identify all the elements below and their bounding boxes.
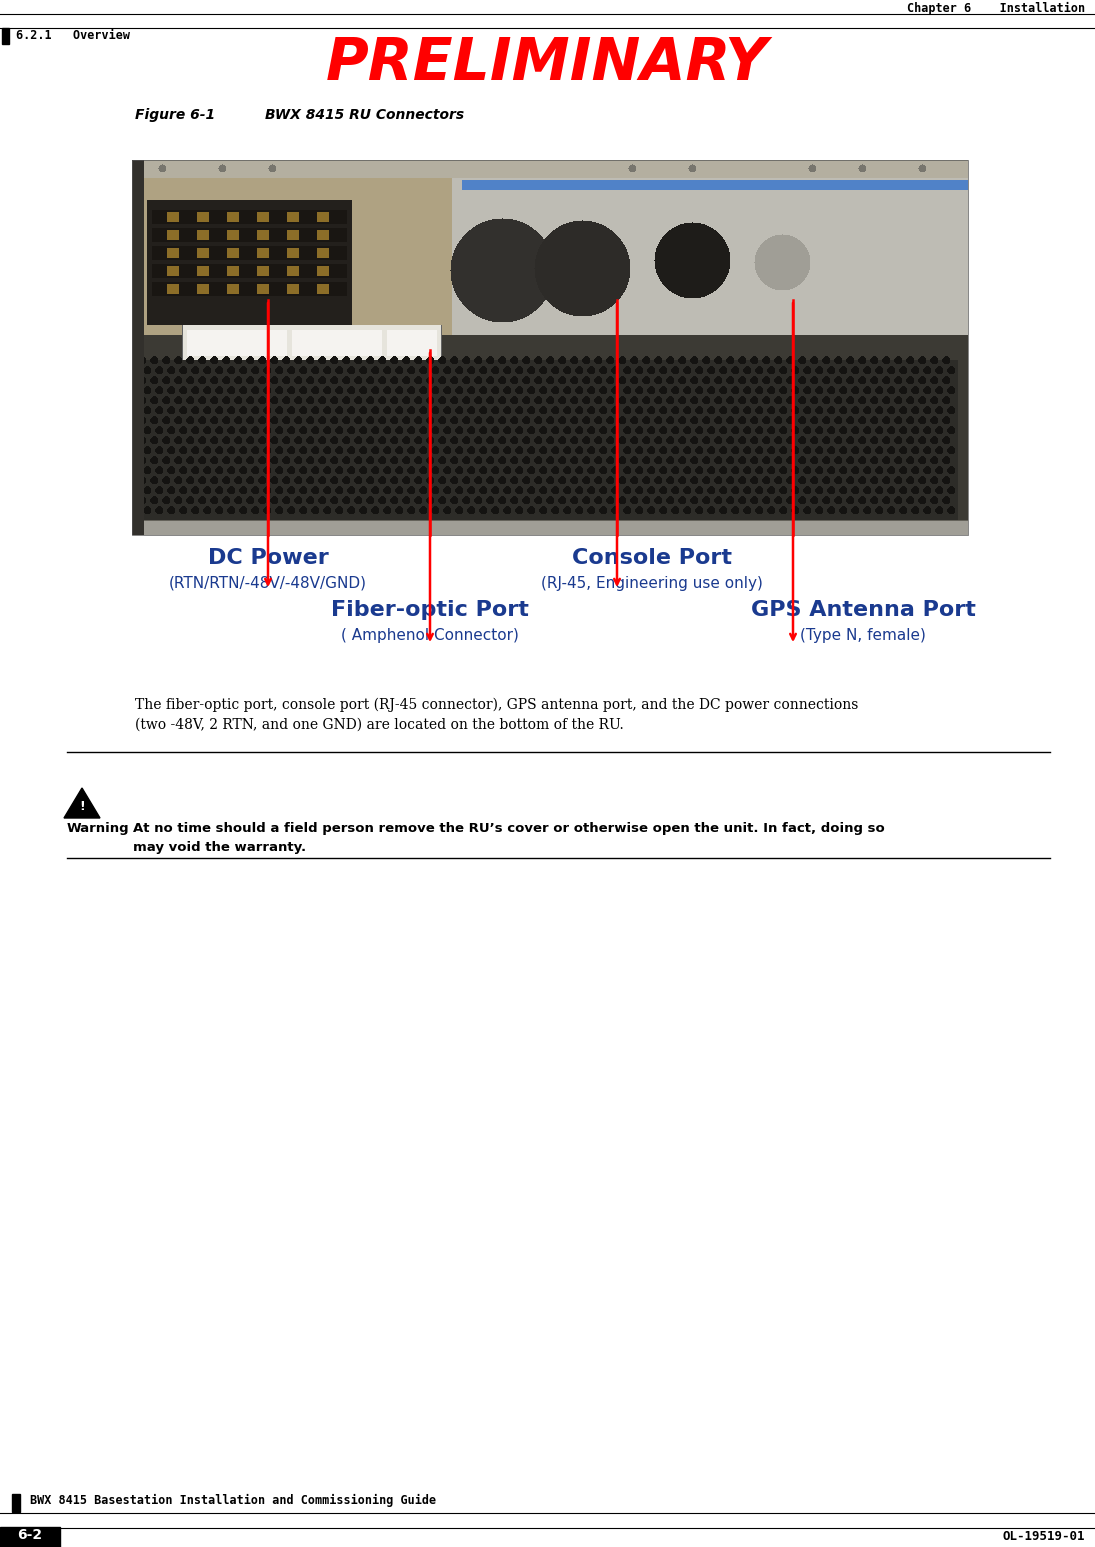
Text: (RTN/RTN/-48V/-48V/GND): (RTN/RTN/-48V/-48V/GND) bbox=[169, 575, 367, 591]
Text: GPS Antenna Port: GPS Antenna Port bbox=[750, 600, 976, 620]
Text: may void the warranty.: may void the warranty. bbox=[132, 842, 307, 854]
Text: BWX 8415 Basestation Installation and Commissioning Guide: BWX 8415 Basestation Installation and Co… bbox=[30, 1494, 436, 1507]
Text: Figure 6-1: Figure 6-1 bbox=[135, 108, 215, 122]
Polygon shape bbox=[64, 787, 100, 818]
Text: PRELIMINARY: PRELIMINARY bbox=[326, 36, 769, 91]
Text: The fiber-optic port, console port (RJ-45 connector), GPS antenna port, and the : The fiber-optic port, console port (RJ-4… bbox=[135, 698, 858, 712]
Text: DC Power: DC Power bbox=[208, 548, 328, 568]
Text: Warning: Warning bbox=[67, 821, 129, 835]
Text: Chapter 6    Installation: Chapter 6 Installation bbox=[907, 2, 1085, 15]
Text: Fiber-optic Port: Fiber-optic Port bbox=[331, 600, 529, 620]
Text: Console Port: Console Port bbox=[572, 548, 731, 568]
Text: ( Amphenol Connector): ( Amphenol Connector) bbox=[341, 628, 519, 644]
Text: (RJ-45, Engineering use only): (RJ-45, Engineering use only) bbox=[541, 575, 763, 591]
Text: At no time should a field person remove the RU’s cover or otherwise open the uni: At no time should a field person remove … bbox=[132, 821, 885, 835]
Bar bbox=[12, 1494, 20, 1511]
Text: (Type N, female): (Type N, female) bbox=[800, 628, 926, 644]
Bar bbox=[132, 159, 968, 535]
Text: !: ! bbox=[79, 800, 85, 814]
Bar bbox=[0, 1527, 60, 1547]
Text: 6.2.1   Overview: 6.2.1 Overview bbox=[16, 29, 130, 42]
Bar bbox=[2, 28, 9, 43]
Text: 6-2: 6-2 bbox=[18, 1528, 43, 1542]
Text: BWX 8415 RU Connectors: BWX 8415 RU Connectors bbox=[265, 108, 464, 122]
Text: OL-19519-01: OL-19519-01 bbox=[1003, 1530, 1085, 1542]
Text: (two -48V, 2 RTN, and one GND) are located on the bottom of the RU.: (two -48V, 2 RTN, and one GND) are locat… bbox=[135, 718, 624, 732]
